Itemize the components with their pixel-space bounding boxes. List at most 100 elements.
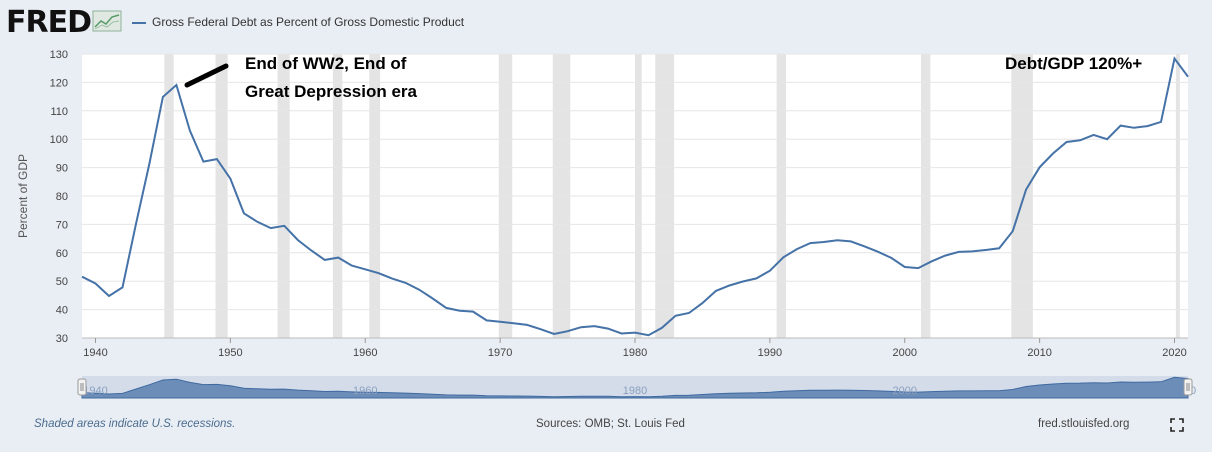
- data-point: [1037, 165, 1042, 170]
- y-tick-label: 90: [56, 163, 68, 175]
- x-tick-label: 1980: [623, 347, 647, 359]
- data-point: [363, 267, 368, 272]
- recession-note: Shaded areas indicate U.S. recessions.: [34, 418, 236, 430]
- data-point: [538, 327, 543, 332]
- data-point: [1091, 132, 1096, 137]
- chart-header: FRED Gross Federal Debt as Percent of Gr…: [0, 0, 1212, 44]
- navigator-handle-left[interactable]: [77, 378, 87, 396]
- x-tick-label: 2010: [1027, 347, 1051, 359]
- data-point: [241, 211, 246, 216]
- data-point: [1186, 74, 1191, 79]
- legend-swatch: [132, 21, 146, 24]
- data-point: [187, 128, 192, 133]
- data-point: [848, 239, 853, 244]
- y-tick-label: 50: [56, 276, 68, 288]
- x-tick-label: 1970: [488, 347, 512, 359]
- data-point: [336, 255, 341, 260]
- legend[interactable]: Gross Federal Debt as Percent of Gross D…: [132, 15, 464, 29]
- data-point: [1024, 187, 1029, 192]
- debt-series-line: [81, 56, 1189, 337]
- fred-logo[interactable]: FRED: [6, 5, 92, 40]
- legend-label: Gross Federal Debt as Percent of Gross D…: [152, 15, 465, 29]
- data-point: [1172, 56, 1177, 61]
- annotation-ww2: Great Depression era: [245, 82, 418, 101]
- annotation-debt-gdp: Debt/GDP 120%+: [1005, 54, 1142, 73]
- data-point: [929, 259, 934, 264]
- data-point: [943, 253, 948, 258]
- data-point: [1010, 229, 1015, 234]
- data-point: [106, 293, 111, 298]
- data-point: [686, 311, 691, 316]
- y-tick-label: 60: [56, 248, 68, 260]
- data-point: [633, 330, 638, 335]
- chart-line-icon: [92, 10, 122, 32]
- data-point: [592, 324, 597, 329]
- sources-text: Sources: OMB; St. Louis Fed: [536, 418, 685, 430]
- data-point: [525, 322, 530, 327]
- data-point: [1078, 138, 1083, 143]
- x-tick-label: 1960: [353, 347, 377, 359]
- y-tick-label: 30: [56, 333, 68, 345]
- data-point: [970, 249, 975, 254]
- data-point: [606, 326, 611, 331]
- data-point: [1132, 125, 1137, 130]
- fullscreen-icon[interactable]: [1170, 418, 1184, 432]
- data-point: [349, 263, 354, 268]
- data-point: [322, 257, 327, 262]
- x-tick-label: 1940: [83, 347, 107, 359]
- data-point: [727, 283, 732, 288]
- data-point: [390, 276, 395, 281]
- data-point: [889, 255, 894, 260]
- navigator-label: 1980: [623, 385, 647, 397]
- data-point: [147, 161, 152, 166]
- x-tick-label: 1950: [218, 347, 242, 359]
- x-tick-label: 1990: [758, 347, 782, 359]
- navigator-handle-right[interactable]: [1183, 378, 1193, 396]
- data-point: [619, 331, 624, 336]
- data-point: [1105, 137, 1110, 142]
- data-point: [444, 305, 449, 310]
- chart-area[interactable]: 30 40 50 60 70 80 90 100 110 120 130 1940 1950 1960 19…: [0, 40, 1212, 412]
- x-tick-label: 2020: [1162, 347, 1186, 359]
- data-point: [579, 325, 584, 330]
- data-point: [835, 238, 840, 243]
- data-point: [457, 308, 462, 313]
- y-tick-label: 80: [56, 191, 68, 203]
- data-point: [916, 266, 921, 271]
- data-point: [565, 329, 570, 334]
- data-point: [713, 288, 718, 293]
- data-point: [754, 276, 759, 281]
- y-tick-label: 100: [50, 134, 68, 146]
- data-point: [80, 274, 85, 279]
- data-point: [471, 309, 476, 314]
- site-link[interactable]: fred.stlouisfed.org: [1038, 418, 1130, 430]
- data-point: [511, 321, 516, 326]
- data-point: [403, 280, 408, 285]
- data-point: [214, 157, 219, 162]
- data-point: [201, 159, 206, 164]
- data-point: [821, 240, 826, 245]
- data-point: [740, 279, 745, 284]
- data-point: [309, 248, 314, 253]
- data-point: [268, 226, 273, 231]
- y-tick-label: 130: [50, 49, 68, 61]
- data-point: [997, 246, 1002, 251]
- y-axis-label: Percent of GDP: [16, 154, 30, 238]
- data-point: [902, 265, 907, 270]
- navigator-label: 1940: [83, 385, 107, 397]
- annotation-pointer: [184, 63, 229, 88]
- y-tick-label: 110: [50, 106, 68, 118]
- data-point: [673, 313, 678, 318]
- data-point: [659, 325, 664, 330]
- data-point: [781, 255, 786, 260]
- data-point: [794, 247, 799, 252]
- data-point: [700, 301, 705, 306]
- data-point: [1145, 124, 1150, 129]
- data-point: [552, 332, 557, 337]
- data-point: [767, 268, 772, 273]
- data-point: [1159, 119, 1164, 124]
- data-point: [133, 221, 138, 226]
- navigator-label: 2000: [893, 385, 917, 397]
- data-point: [160, 94, 165, 99]
- data-point: [376, 271, 381, 276]
